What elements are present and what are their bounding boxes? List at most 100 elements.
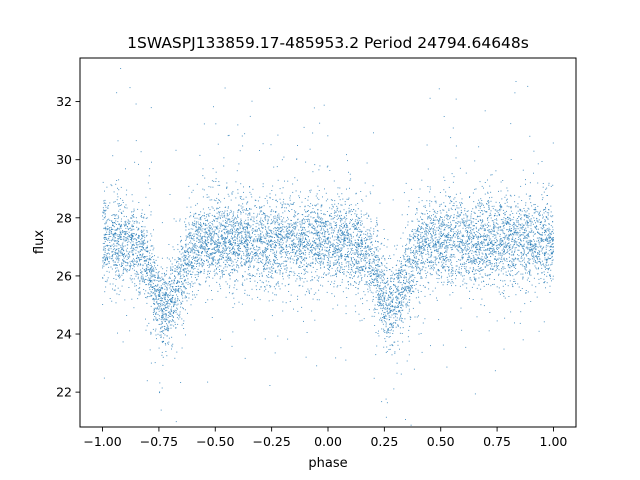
data-point xyxy=(540,221,542,223)
data-point xyxy=(196,234,198,235)
data-point xyxy=(502,266,503,268)
data-point xyxy=(411,290,413,292)
data-point xyxy=(187,250,189,252)
data-point xyxy=(407,238,409,240)
data-point xyxy=(520,227,522,229)
data-point xyxy=(309,246,311,248)
data-point xyxy=(398,290,400,292)
data-point xyxy=(257,267,259,269)
data-point xyxy=(404,288,406,290)
data-point xyxy=(250,240,251,242)
data-point xyxy=(389,332,391,334)
data-point xyxy=(293,249,295,251)
data-point xyxy=(475,228,477,230)
data-point xyxy=(375,273,377,275)
data-point xyxy=(508,222,510,224)
data-point xyxy=(371,241,373,243)
data-point xyxy=(444,266,446,268)
data-point xyxy=(253,253,255,255)
data-point xyxy=(345,287,347,289)
data-point xyxy=(124,261,126,263)
data-point xyxy=(384,330,386,332)
data-point xyxy=(217,143,219,145)
data-point xyxy=(306,235,308,236)
data-point xyxy=(216,220,218,222)
data-point xyxy=(383,229,385,230)
data-point xyxy=(293,274,295,276)
data-point xyxy=(213,247,215,249)
data-point xyxy=(437,239,439,241)
data-point xyxy=(400,295,401,297)
data-point xyxy=(279,224,280,226)
data-point xyxy=(523,246,525,247)
data-point xyxy=(475,247,477,249)
data-point xyxy=(350,264,352,266)
data-point xyxy=(287,216,288,218)
data-point xyxy=(402,293,403,295)
data-point xyxy=(166,292,167,294)
data-point xyxy=(159,307,161,309)
data-point xyxy=(374,307,376,309)
data-point xyxy=(486,211,488,213)
data-point xyxy=(212,248,214,250)
data-point xyxy=(389,288,391,290)
data-point xyxy=(477,266,479,267)
data-point xyxy=(516,232,518,234)
data-point xyxy=(302,226,304,228)
data-point xyxy=(537,256,539,257)
data-point xyxy=(179,251,181,253)
data-point xyxy=(324,254,326,256)
data-point xyxy=(421,222,423,224)
data-point xyxy=(183,285,184,287)
data-point xyxy=(278,217,280,219)
data-point xyxy=(153,271,155,272)
data-point xyxy=(113,246,115,248)
data-point xyxy=(485,225,487,226)
data-point xyxy=(343,238,345,240)
data-point xyxy=(380,282,381,284)
data-point xyxy=(299,237,301,239)
data-point xyxy=(512,244,514,246)
data-point xyxy=(334,215,336,217)
data-point xyxy=(484,228,486,230)
data-point xyxy=(460,263,462,265)
data-point xyxy=(377,264,379,266)
data-point xyxy=(428,254,430,256)
data-point xyxy=(224,214,226,216)
data-point xyxy=(363,254,365,256)
data-point xyxy=(491,220,493,222)
data-point xyxy=(282,187,284,189)
data-point xyxy=(149,265,151,266)
data-point xyxy=(391,304,393,306)
data-point xyxy=(397,287,399,289)
data-point xyxy=(483,246,485,248)
data-point xyxy=(386,267,388,269)
data-point xyxy=(382,310,383,312)
data-point xyxy=(201,230,203,232)
data-point xyxy=(117,253,119,255)
data-point xyxy=(474,263,475,264)
data-point xyxy=(350,257,352,259)
data-point xyxy=(541,272,543,274)
data-point xyxy=(188,271,190,273)
data-point xyxy=(218,261,220,263)
data-point xyxy=(462,227,464,229)
data-point xyxy=(308,230,310,232)
data-point xyxy=(171,336,173,338)
data-point xyxy=(291,204,293,205)
data-point xyxy=(151,235,153,237)
data-point xyxy=(369,246,371,248)
data-point xyxy=(397,270,399,272)
data-point xyxy=(410,293,412,294)
data-point xyxy=(230,272,232,273)
data-point xyxy=(219,283,220,285)
data-point xyxy=(171,346,173,348)
data-point xyxy=(382,294,384,296)
data-point xyxy=(190,273,191,275)
data-point xyxy=(112,288,113,290)
data-point xyxy=(434,226,435,228)
data-point xyxy=(206,255,207,256)
data-point xyxy=(349,210,351,212)
data-point xyxy=(304,209,306,211)
data-point xyxy=(329,245,331,247)
